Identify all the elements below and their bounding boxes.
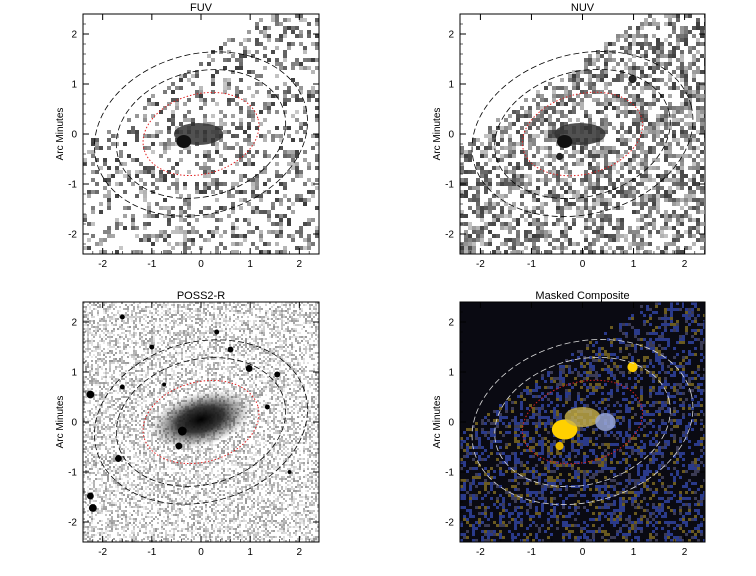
x-tick-label: 0	[580, 259, 586, 270]
x-tick-label: -1	[527, 259, 536, 270]
aperture-sky-outer	[94, 339, 308, 505]
x-tick-label: 2	[682, 547, 688, 558]
y-tick-label: -1	[445, 180, 454, 191]
star-7	[149, 344, 155, 350]
star-knot	[555, 441, 564, 451]
aperture-inner	[142, 91, 260, 177]
x-tick-label: 2	[682, 259, 688, 270]
y-tick-label: 0	[448, 418, 454, 429]
star-2	[245, 365, 253, 372]
aperture-sky-inner	[494, 68, 671, 200]
panel-image-fuv	[83, 14, 319, 254]
y-tick-label: -2	[445, 230, 454, 241]
y-tick-label: -2	[68, 518, 77, 529]
x-tick-label: -2	[476, 259, 485, 270]
star-6	[227, 346, 234, 353]
star-1	[175, 442, 183, 450]
uv-star	[555, 152, 564, 161]
star-13	[214, 329, 220, 335]
star-5	[86, 492, 94, 500]
panel-comp: -2 -2 -1 -1 0 0 1 1 2 2 Masked Composite Arc Minute…	[432, 290, 706, 558]
uv-star	[628, 74, 637, 84]
aperture-sky-outer	[471, 51, 694, 217]
x-tick-label: 1	[631, 547, 637, 558]
x-tick-label: -2	[98, 259, 107, 270]
y-tick-label: 1	[448, 80, 454, 91]
x-tick-label: -2	[476, 547, 485, 558]
aperture-sky-inner	[115, 357, 287, 487]
x-tick-label: -1	[147, 259, 156, 270]
uv-knot	[556, 135, 573, 148]
y-tick-label: 1	[448, 368, 454, 379]
galaxy-body	[150, 390, 252, 449]
x-tick-label: 0	[198, 547, 204, 558]
star-10	[162, 382, 167, 387]
x-tick-label: -1	[147, 547, 156, 558]
y-tick-label: 0	[71, 130, 77, 141]
panel-title: NUV	[571, 2, 595, 14]
star-knot	[627, 361, 638, 373]
aperture-sky-outer	[471, 339, 694, 505]
y-tick-label: -2	[445, 518, 454, 529]
aperture-sky-inner	[115, 69, 287, 199]
x-tick-label: 1	[247, 547, 253, 558]
panel-title: POSS2-R	[177, 290, 225, 302]
y-tick-label: 2	[71, 318, 77, 329]
x-tick-label: -2	[98, 547, 107, 558]
star-4	[88, 504, 97, 512]
y-axis-label: Arc Minutes	[432, 396, 443, 449]
y-tick-label: 2	[71, 30, 77, 41]
y-tick-label: -1	[68, 180, 77, 191]
star-14	[119, 314, 125, 320]
y-tick-label: 1	[71, 80, 77, 91]
x-tick-label: 2	[297, 259, 303, 270]
x-tick-label: 1	[631, 259, 637, 270]
panel-image-comp	[460, 302, 705, 542]
star-8	[119, 384, 125, 390]
y-axis-label: Arc Minutes	[432, 108, 443, 161]
y-tick-label: -1	[445, 468, 454, 479]
star-12	[86, 390, 95, 399]
aperture-sky-inner	[494, 356, 671, 488]
x-tick-label: -1	[527, 547, 536, 558]
panel-image-poss	[83, 302, 319, 542]
aperture-inner	[521, 91, 644, 177]
panel-nuv: -2 -2 -1 -1 0 0 1 1 2 2 NUV Arc Minutes	[432, 2, 706, 270]
y-tick-label: 2	[448, 30, 454, 41]
blue-knot	[595, 413, 616, 431]
y-tick-label: -1	[68, 468, 77, 479]
y-tick-label: -2	[68, 230, 77, 241]
star-9	[264, 404, 270, 410]
star-11	[274, 371, 281, 378]
x-tick-label: 0	[198, 259, 204, 270]
x-tick-label: 1	[247, 259, 253, 270]
panel-image-nuv	[460, 14, 705, 254]
y-axis-label: Arc Minutes	[55, 108, 66, 161]
star-0	[177, 426, 187, 436]
y-tick-label: 2	[448, 318, 454, 329]
aperture-sky-outer	[94, 51, 308, 217]
x-tick-label: 2	[297, 547, 303, 558]
aperture-inner	[521, 379, 644, 465]
y-tick-label: 1	[71, 368, 77, 379]
panel-fuv: -2 -2 -1 -1 0 0 1 1 2 2 FUV Arc Minutes	[55, 2, 320, 270]
galaxy-body	[564, 407, 601, 427]
star-3	[114, 455, 122, 462]
aperture-inner	[142, 379, 260, 465]
y-axis-label: Arc Minutes	[55, 396, 66, 449]
panel-title: FUV	[190, 2, 213, 14]
y-tick-label: 0	[71, 418, 77, 429]
uv-knot	[176, 135, 192, 148]
panel-poss: -2 -2 -1 -1 0 0 1 1 2 2 POSS2-R Arc Minutes	[55, 290, 320, 558]
x-tick-label: 0	[580, 547, 586, 558]
panel-title: Masked Composite	[535, 290, 629, 302]
y-tick-label: 0	[448, 130, 454, 141]
star-15	[287, 470, 292, 474]
